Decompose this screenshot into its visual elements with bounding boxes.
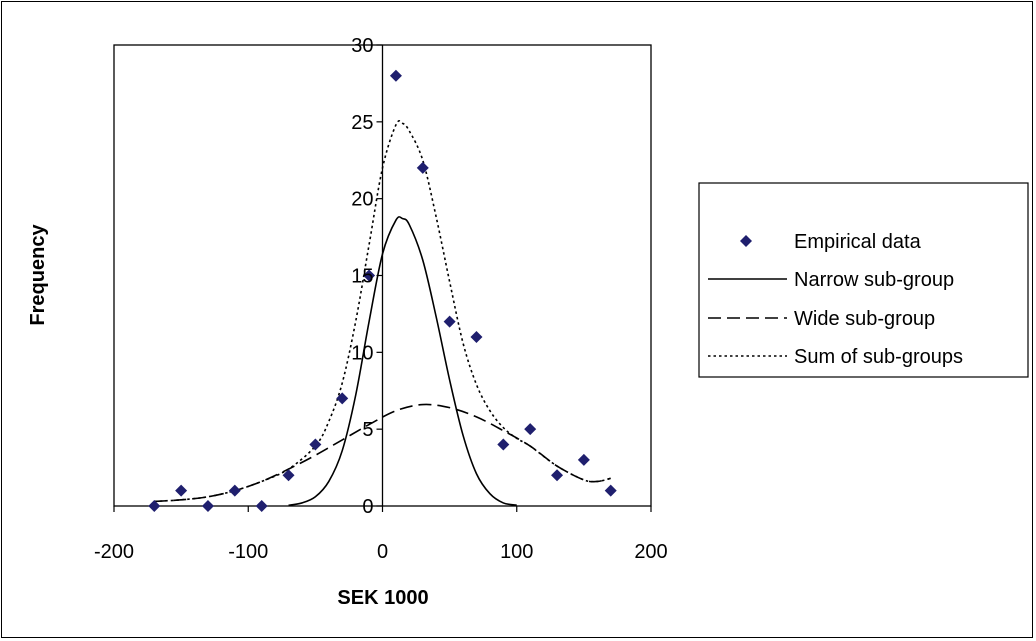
- series-line-narrow-sub-group: [288, 216, 517, 507]
- x-tick-label: 0: [377, 541, 388, 563]
- x-axis-title: SEK 1000: [337, 587, 428, 609]
- data-point: [551, 469, 564, 482]
- data-point: [497, 438, 510, 451]
- data-point: [577, 453, 590, 466]
- legend-label: Wide sub-group: [794, 308, 935, 330]
- data-point: [309, 438, 322, 451]
- y-axis-title: Frequency: [27, 224, 49, 326]
- x-tick-label: -200: [94, 541, 134, 563]
- data-point: [443, 315, 456, 328]
- data-point: [389, 69, 402, 82]
- legend-label: Sum of sub-groups: [794, 346, 963, 368]
- data-point: [255, 500, 268, 512]
- data-point: [228, 484, 241, 497]
- legend-label: Empirical data: [794, 231, 922, 253]
- data-point: [416, 161, 429, 174]
- x-tick-label: 100: [500, 541, 533, 563]
- y-tick-label: 0: [362, 496, 373, 518]
- y-tick-label: 20: [351, 189, 373, 211]
- axes-layer: 0 5 10 15 20 25 30 -200 -100 0 100 200: [94, 35, 668, 563]
- legend-box: [698, 182, 1029, 378]
- legend-label: Narrow sub-group: [794, 269, 954, 291]
- data-point: [336, 392, 349, 405]
- data-point: [470, 330, 483, 343]
- data-point: [282, 469, 295, 482]
- data-point: [201, 500, 214, 512]
- data-point: [148, 500, 161, 512]
- y-tick-label: 10: [351, 342, 373, 364]
- series-layer: [148, 69, 617, 512]
- x-tick-label: 200: [634, 541, 667, 563]
- data-point: [604, 484, 617, 497]
- legend-marker-diamond: [740, 235, 752, 247]
- data-point: [524, 423, 537, 436]
- data-point: [363, 269, 376, 282]
- data-point: [175, 484, 188, 497]
- legend: Empirical data Narrow sub-group Wide sub-g…: [698, 182, 1029, 378]
- x-tick-label: -100: [228, 541, 268, 563]
- y-tick-label: 5: [362, 419, 373, 441]
- y-tick-label: 25: [351, 112, 373, 134]
- y-tick-label: 15: [351, 266, 373, 288]
- y-tick-label: 30: [351, 35, 373, 57]
- series-line-sum-of-sub-groups: [154, 120, 611, 503]
